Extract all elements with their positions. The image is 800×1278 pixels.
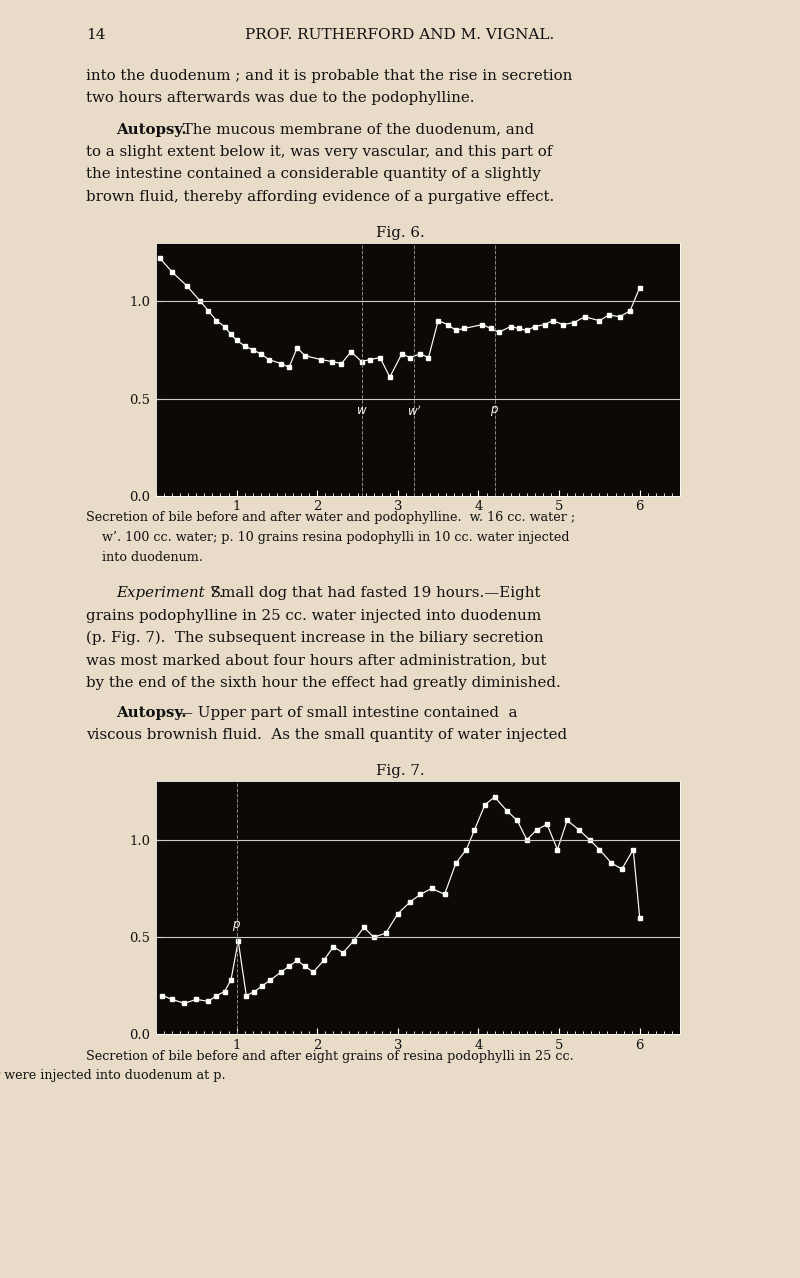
Text: into duodenum.: into duodenum. — [86, 551, 203, 564]
Text: brown fluid, thereby affording evidence of a purgative effect.: brown fluid, thereby affording evidence … — [86, 189, 554, 203]
Text: $p$: $p$ — [490, 404, 499, 418]
Text: the intestine contained a considerable quantity of a slightly: the intestine contained a considerable q… — [86, 167, 542, 181]
Text: — Upper part of small intestine contained  a: — Upper part of small intestine containe… — [178, 705, 518, 720]
Text: (p. Fig. 7).  The subsequent increase in the biliary secretion: (p. Fig. 7). The subsequent increase in … — [86, 631, 544, 645]
Text: Secretion of bile before and after eight grains of resina podophylli in 25 cc.: Secretion of bile before and after eight… — [86, 1049, 574, 1063]
Text: PROF. RUTHERFORD AND M. VIGNAL.: PROF. RUTHERFORD AND M. VIGNAL. — [246, 28, 554, 42]
Text: into the duodenum ; and it is probable that the rise in secretion: into the duodenum ; and it is probable t… — [86, 69, 573, 83]
Text: $w'$: $w'$ — [407, 404, 421, 419]
Text: w’. 100 cc. water; p. 10 grains resina podophylli in 10 cc. water injected: w’. 100 cc. water; p. 10 grains resina p… — [86, 530, 570, 544]
Text: was most marked about four hours after administration, but: was most marked about four hours after a… — [86, 653, 547, 667]
Text: The mucous membrane of the duodenum, and: The mucous membrane of the duodenum, and — [178, 123, 534, 137]
Text: Small dog that had fasted 19 hours.—Eight: Small dog that had fasted 19 hours.—Eigh… — [206, 587, 541, 601]
Text: viscous brownish fluid.  As the small quantity of water injected: viscous brownish fluid. As the small qua… — [86, 728, 567, 743]
Text: Experiment 7.: Experiment 7. — [116, 587, 224, 601]
Text: Secretion of bile before and after water and podophylline.  w. 16 cc. water ;: Secretion of bile before and after water… — [86, 511, 575, 524]
Text: by the end of the sixth hour the effect had greatly diminished.: by the end of the sixth hour the effect … — [86, 676, 561, 690]
Text: Autopsy.: Autopsy. — [116, 123, 186, 137]
Text: Autopsy.: Autopsy. — [116, 705, 186, 720]
Text: to a slight extent below it, was very vascular, and this part of: to a slight extent below it, was very va… — [86, 144, 553, 158]
Text: 14: 14 — [86, 28, 106, 42]
Text: Fig. 7.: Fig. 7. — [376, 764, 424, 778]
Text: two hours afterwards was due to the podophylline.: two hours afterwards was due to the podo… — [86, 91, 475, 105]
Text: $p$: $p$ — [232, 919, 241, 933]
Text: Fig. 6.: Fig. 6. — [376, 225, 424, 239]
Text: water were injected into duodenum at p.: water were injected into duodenum at p. — [0, 1070, 226, 1082]
Text: $w$: $w$ — [356, 404, 367, 418]
Text: grains podophylline in 25 cc. water injected into duodenum: grains podophylline in 25 cc. water inje… — [86, 608, 542, 622]
